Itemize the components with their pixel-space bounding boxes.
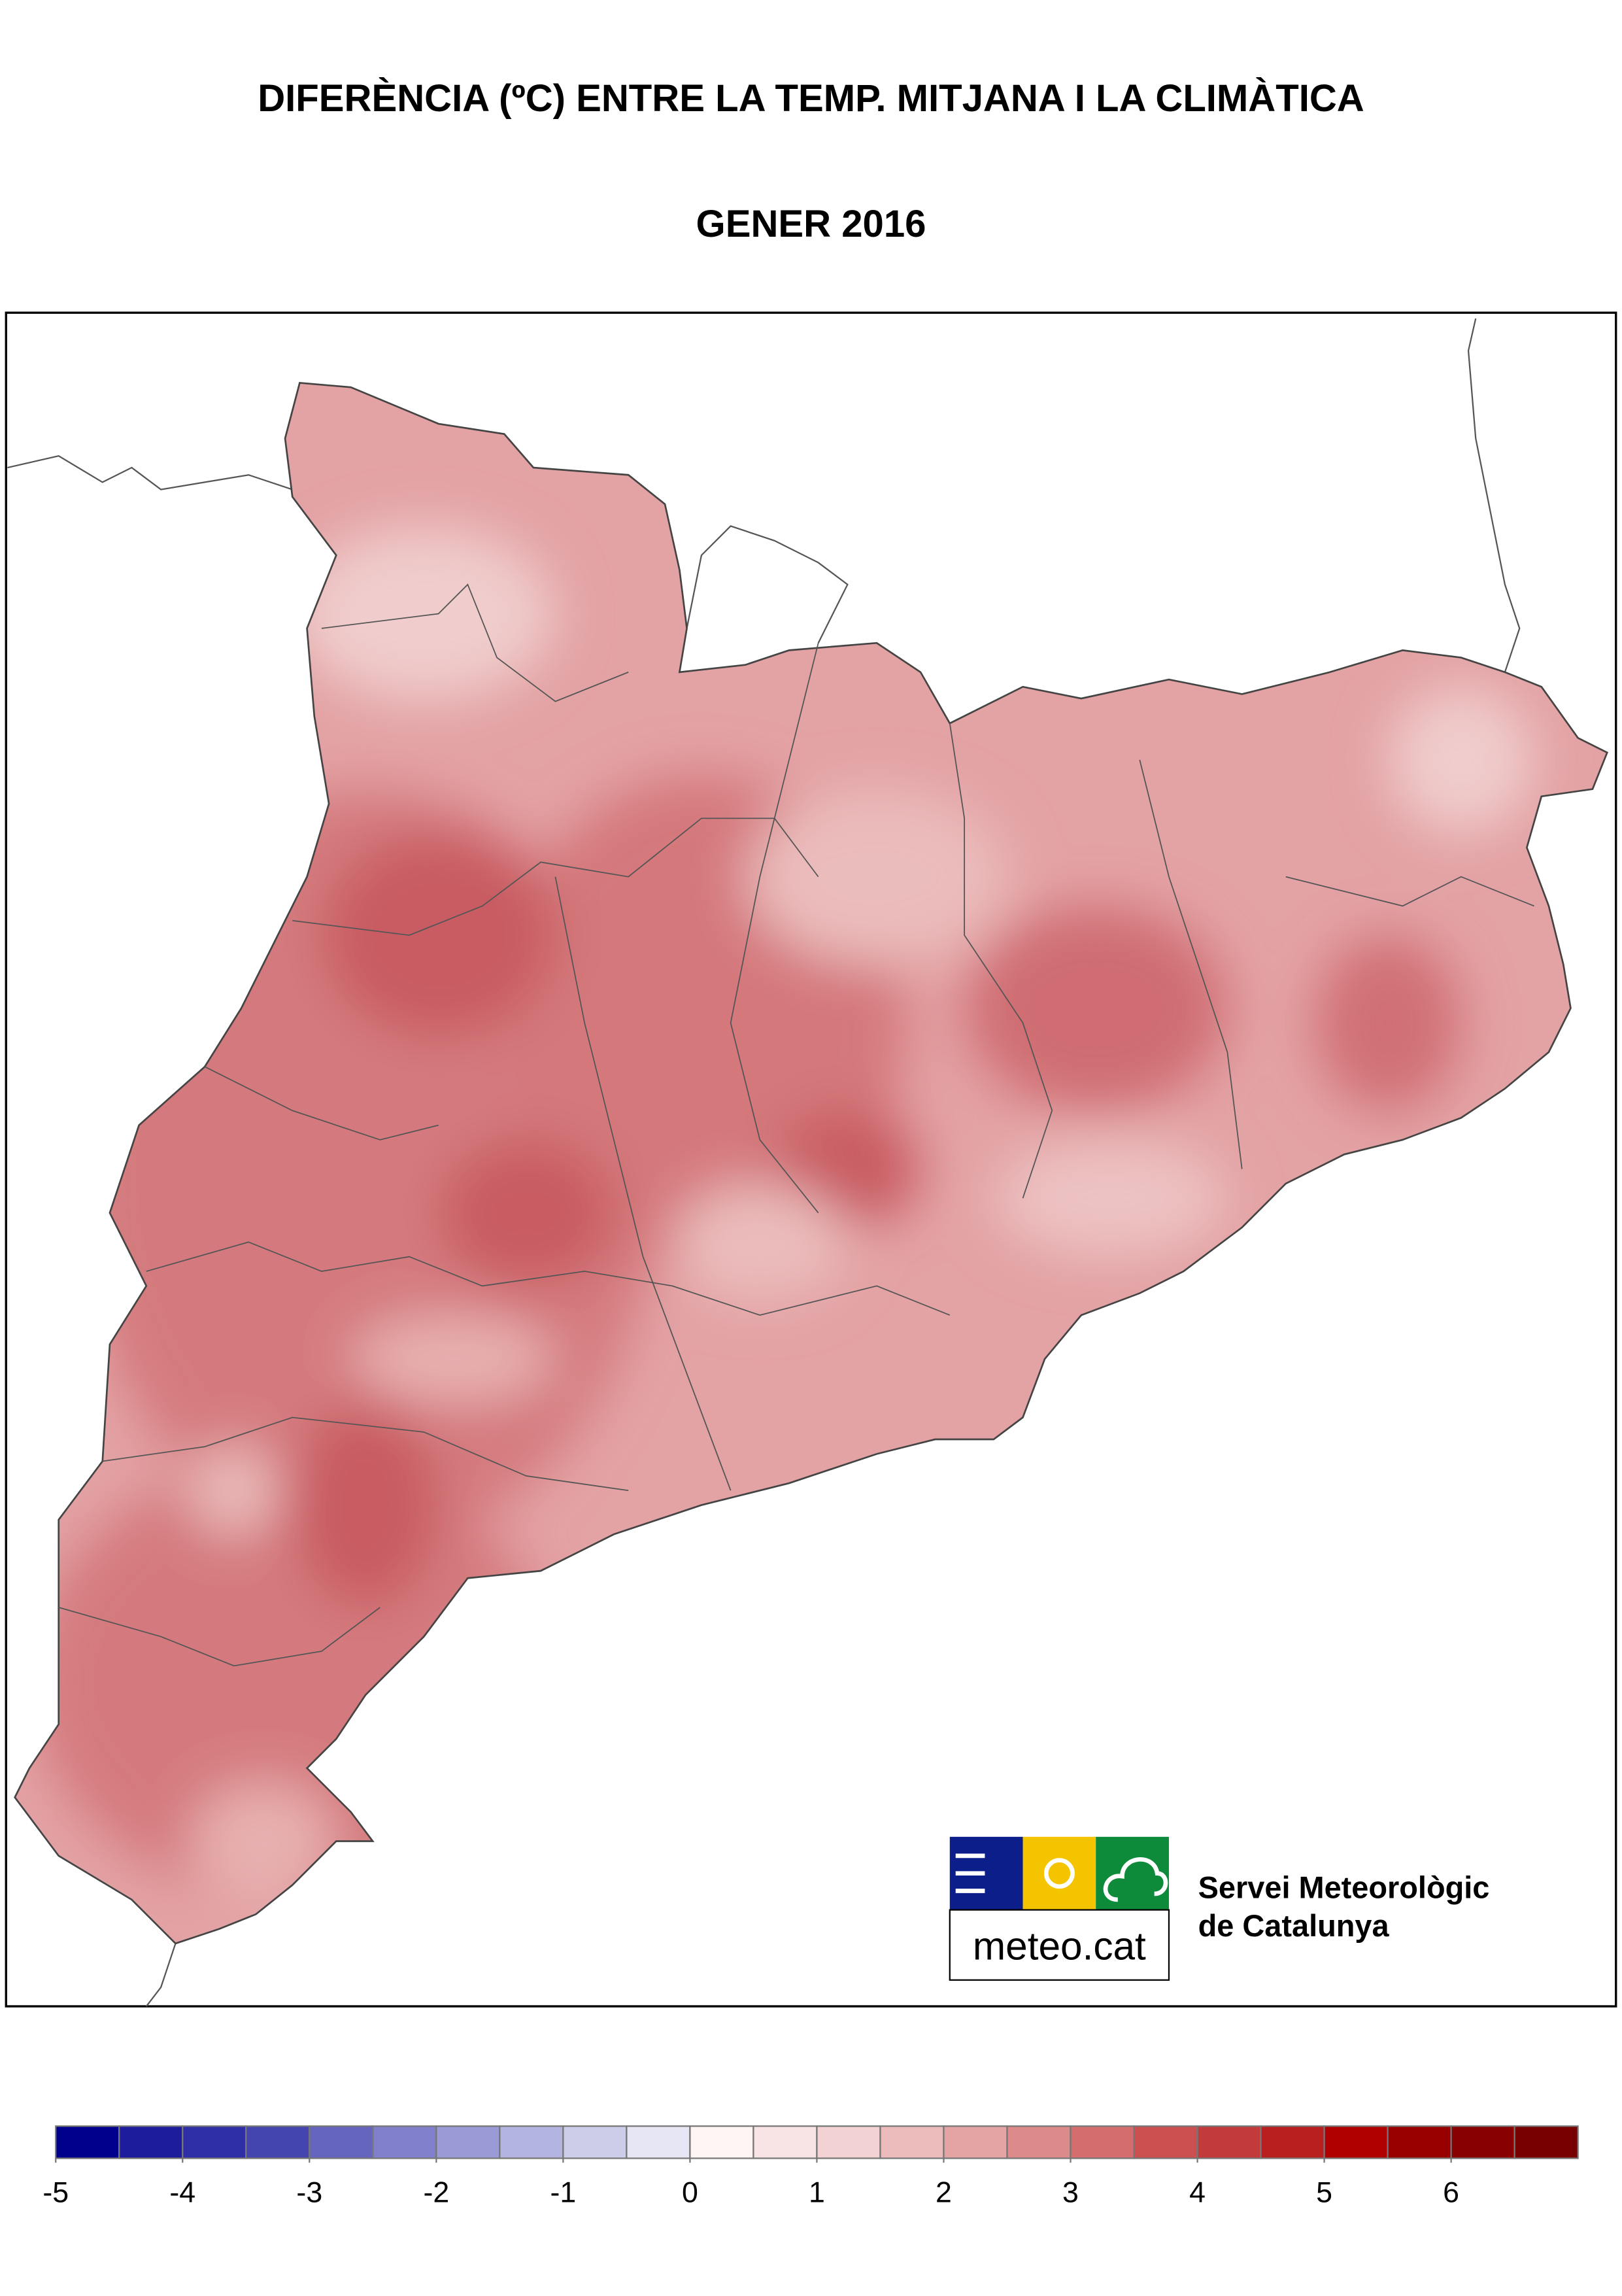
color-swatch (1070, 2125, 1135, 2159)
color-swatch (943, 2125, 1008, 2159)
title: DIFERÈNCIA (ºC) ENTRE LA TEMP. MITJANA I… (258, 77, 1364, 120)
color-swatch (118, 2125, 184, 2159)
color-swatch (1006, 2125, 1072, 2159)
logo-waves (955, 1853, 985, 1893)
tick-label: -4 (169, 2176, 195, 2208)
logo-sun (1043, 1858, 1075, 1889)
tick-label: 2 (936, 2176, 952, 2208)
logo-text-box (949, 1909, 1170, 1981)
color-swatch (816, 2125, 881, 2159)
tick-label: -5 (42, 2176, 69, 2208)
color-swatch (752, 2125, 818, 2159)
logo-cloud (1103, 1857, 1168, 1902)
tick-label: 6 (1443, 2176, 1459, 2208)
color-swatch (1260, 2125, 1325, 2159)
neighbour-borders (7, 318, 1521, 2007)
color-swatch (562, 2125, 628, 2159)
organization-name: Servei Meteorològic (1198, 1871, 1490, 1905)
color-swatch (1196, 2125, 1262, 2159)
logo: meteo.cat Servei Meteorològic de Catalun… (949, 1836, 1490, 1981)
organization-name: de Catalunya (1198, 1909, 1390, 1943)
color-swatch (55, 2125, 120, 2159)
colorbar: -5 -4 -3 -2 -1 0 1 2 3 4 5 6 (42, 2125, 1579, 2208)
tick-label: -3 (296, 2176, 322, 2208)
tick-label: 4 (1189, 2176, 1206, 2208)
tick-label: 0 (682, 2176, 698, 2208)
tick-label: 5 (1316, 2176, 1332, 2208)
tick-label: -1 (550, 2176, 577, 2208)
county-borders (58, 583, 1534, 1667)
logo-wordmark: meteo.cat (973, 1924, 1146, 1968)
logo-sun-box (1022, 1836, 1096, 1910)
color-swatch (1323, 2125, 1389, 2159)
color-swatch (879, 2125, 945, 2159)
color-swatch (1450, 2125, 1515, 2159)
color-swatch (689, 2125, 754, 2159)
color-swatch (1387, 2125, 1452, 2159)
subtitle: GENER 2016 (696, 203, 926, 245)
tick-label: 1 (809, 2176, 825, 2208)
color-swatch (309, 2125, 374, 2159)
temperature-field (14, 383, 1608, 1944)
color-swatch (1513, 2125, 1579, 2159)
color-swatch (245, 2125, 311, 2159)
tick-label: -2 (423, 2176, 449, 2208)
color-swatch (435, 2125, 501, 2159)
map-frame (5, 311, 1617, 2008)
color-swatch (372, 2125, 437, 2159)
color-swatch (626, 2125, 691, 2159)
color-swatch (1133, 2125, 1198, 2159)
tick-label: 3 (1062, 2176, 1079, 2208)
color-swatch (499, 2125, 564, 2159)
color-swatch (182, 2125, 247, 2159)
